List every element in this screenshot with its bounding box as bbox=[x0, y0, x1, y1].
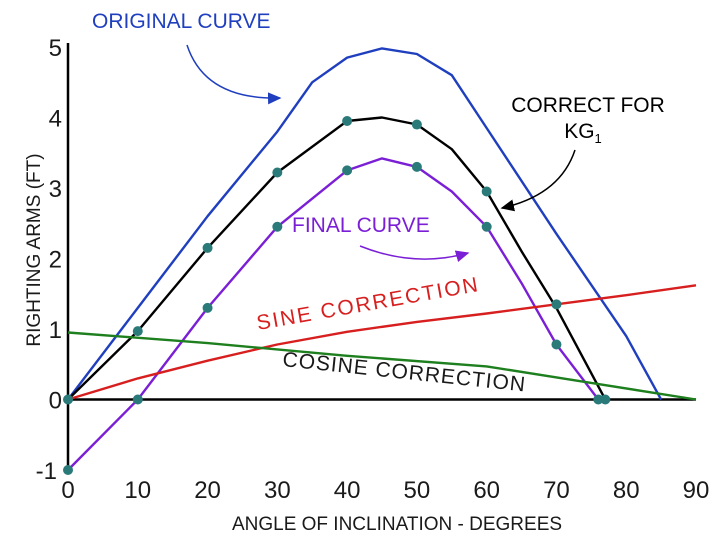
y-tick-label: 3 bbox=[49, 176, 62, 203]
data-point-final-curve bbox=[63, 465, 73, 475]
cosine-correction-label: COSINE CORRECTION bbox=[281, 348, 527, 396]
original-curve-label: ORIGINAL CURVE bbox=[92, 10, 271, 33]
kg1-label-subscript: 1 bbox=[595, 131, 602, 146]
series-line-sine-correction bbox=[67, 284, 697, 401]
points-layer bbox=[63, 116, 611, 475]
series-line-final-curve bbox=[67, 157, 600, 471]
y-tick-label: 4 bbox=[49, 106, 62, 133]
y-tick-label: 5 bbox=[49, 35, 62, 62]
data-point-correct-for-kg1 bbox=[481, 186, 492, 197]
data-point-correct-for-kg1 bbox=[342, 116, 353, 127]
data-point-correct-for-kg1 bbox=[411, 119, 422, 130]
x-tick-label: 10 bbox=[124, 477, 151, 504]
x-tick-label: 20 bbox=[194, 477, 221, 504]
y-axis-title: RIGHTING ARMS (FT) bbox=[24, 153, 45, 346]
final-curve-label: FINAL CURVE bbox=[292, 214, 430, 237]
series-line-original-curve bbox=[67, 47, 663, 401]
x-tick-label: 70 bbox=[543, 477, 570, 504]
kg1-label-line2: KG1 bbox=[564, 120, 602, 146]
series-line-correct-for-kg1 bbox=[67, 116, 607, 401]
x-tick-label: 50 bbox=[404, 477, 431, 504]
data-point-correct-for-kg1 bbox=[600, 394, 611, 405]
series-line-cosine-correction bbox=[67, 331, 697, 401]
original-curve-arrow bbox=[186, 44, 282, 105]
kg1-label-main: KG bbox=[564, 120, 594, 143]
data-point-final-curve bbox=[593, 394, 604, 405]
series-layer bbox=[67, 47, 697, 471]
y-tick-label: 2 bbox=[49, 247, 62, 274]
sine-correction-label: SINE CORRECTION bbox=[255, 273, 482, 335]
data-point-final-curve bbox=[342, 165, 353, 176]
data-point-correct-for-kg1 bbox=[63, 394, 73, 405]
x-tick-label: 80 bbox=[613, 477, 640, 504]
data-point-correct-for-kg1 bbox=[272, 167, 283, 178]
final-curve-arrow bbox=[359, 245, 470, 263]
y-tick-label: 1 bbox=[49, 317, 62, 344]
data-point-final-curve bbox=[411, 161, 422, 172]
x-tick-label: 90 bbox=[683, 477, 710, 504]
data-point-correct-for-kg1 bbox=[551, 299, 562, 310]
x-axis-title: ANGLE OF INCLINATION - DEGREES bbox=[232, 514, 562, 535]
data-point-final-curve bbox=[551, 339, 562, 350]
x-tick-label: 60 bbox=[473, 477, 500, 504]
x-tick-label: 40 bbox=[334, 477, 361, 504]
data-point-final-curve bbox=[132, 394, 143, 405]
kg1-label-line1: CORRECT FOR bbox=[511, 94, 665, 117]
x-tick-label: 30 bbox=[264, 477, 291, 504]
x-tick-label: 0 bbox=[61, 477, 74, 504]
data-point-final-curve bbox=[272, 221, 283, 232]
kg1-arrow bbox=[500, 149, 576, 212]
data-point-correct-for-kg1 bbox=[202, 242, 213, 253]
data-point-correct-for-kg1 bbox=[132, 326, 143, 337]
y-tick-label: 0 bbox=[49, 388, 62, 415]
data-point-final-curve bbox=[202, 302, 213, 313]
data-point-final-curve bbox=[481, 221, 492, 232]
y-tick-label: -1 bbox=[36, 458, 57, 485]
